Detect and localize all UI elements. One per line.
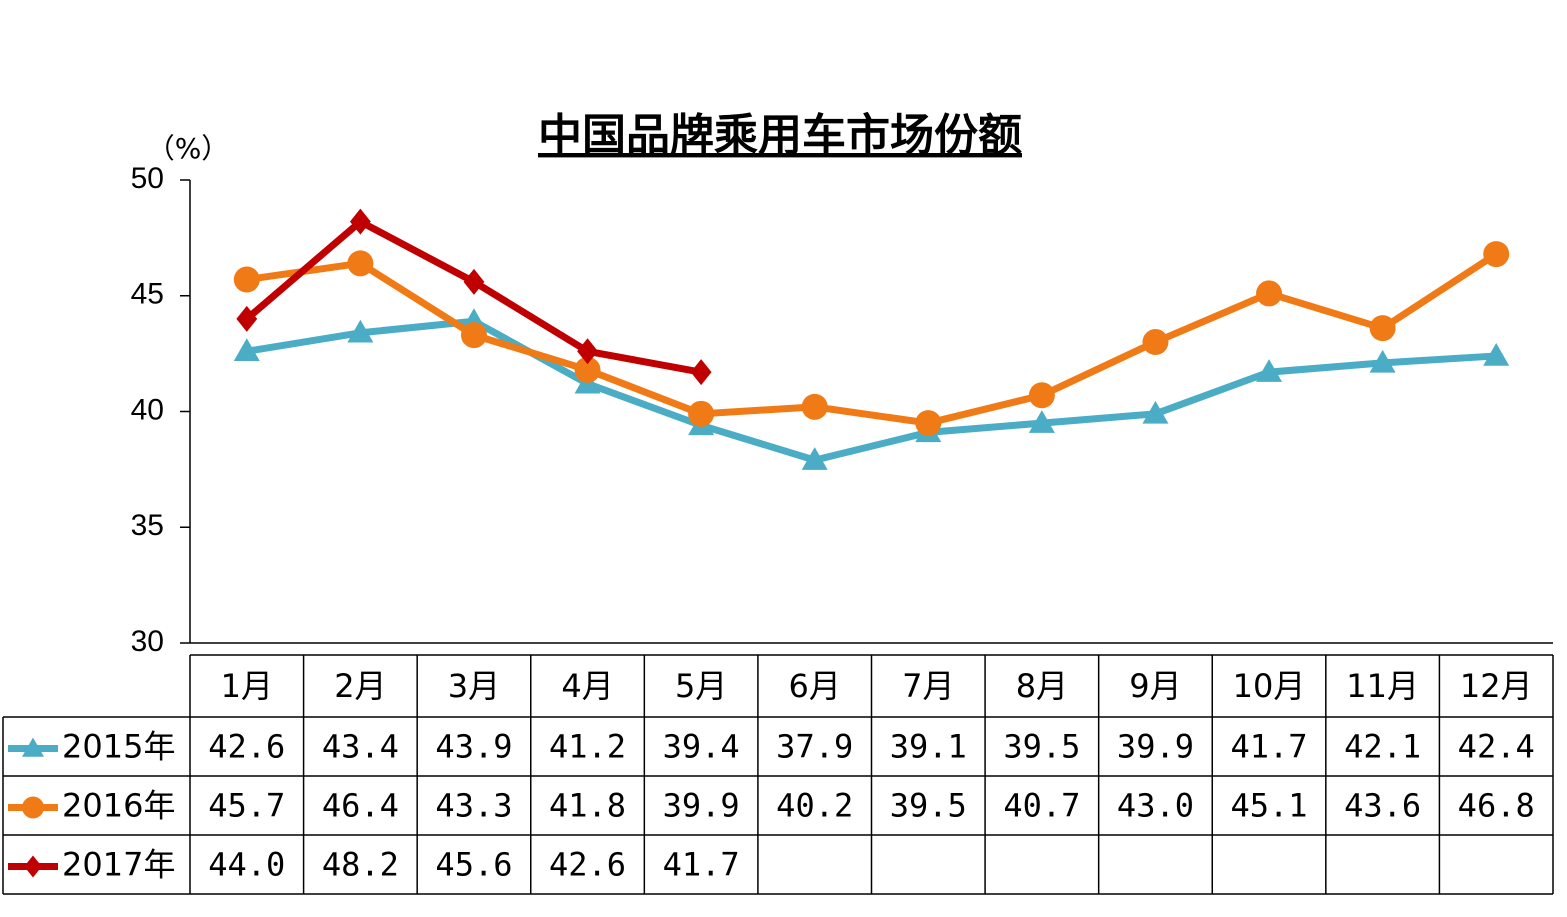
table-cell: 43.4 <box>322 728 399 766</box>
marker <box>801 447 828 470</box>
series-line <box>246 251 1499 427</box>
table-cell: 37.9 <box>776 728 853 766</box>
table-cell: 39.1 <box>890 728 967 766</box>
marker <box>1369 349 1396 373</box>
column-header: 10月 <box>1233 667 1306 705</box>
column-header: 8月 <box>1016 667 1068 705</box>
y-axis-label: （%） <box>147 132 230 165</box>
table-cell: 39.4 <box>663 728 740 766</box>
marker <box>463 268 485 295</box>
marker <box>1142 400 1169 424</box>
table-cell: 45.7 <box>208 787 285 825</box>
column-header: 6月 <box>789 667 841 705</box>
table-cell: 43.0 <box>1117 787 1194 825</box>
table-cell: 39.5 <box>1003 728 1080 766</box>
marker <box>233 338 260 362</box>
marker <box>690 359 712 386</box>
chart-title: 中国品牌乘用车市场份额 <box>538 110 1022 161</box>
marker <box>1483 241 1510 268</box>
table-cell: 41.7 <box>1231 728 1308 766</box>
table-cell: 41.2 <box>549 728 626 766</box>
table-cell: 42.6 <box>549 846 626 884</box>
marker <box>22 737 44 757</box>
column-header: 2月 <box>334 667 386 705</box>
column-header: 9月 <box>1129 667 1181 705</box>
table-cell: 43.3 <box>435 787 512 825</box>
table-cell: 40.2 <box>776 787 853 825</box>
marker <box>801 393 828 420</box>
legend-label: 2016年 <box>62 787 175 825</box>
column-header: 12月 <box>1460 667 1533 705</box>
table-cell: 45.1 <box>1231 787 1308 825</box>
marker <box>233 266 260 293</box>
marker <box>1369 315 1396 342</box>
table-cell: 42.4 <box>1458 728 1535 766</box>
marker <box>236 305 258 332</box>
series-line <box>244 218 702 376</box>
y-tick-label: 50 <box>131 162 164 195</box>
table-cell: 43.9 <box>435 728 512 766</box>
marker <box>1028 410 1055 433</box>
marker <box>349 208 371 235</box>
y-tick-label: 45 <box>131 278 164 311</box>
table-cell: 41.7 <box>663 846 740 884</box>
series-line <box>246 317 1497 464</box>
table-cell: 39.9 <box>1117 728 1194 766</box>
marker <box>1028 382 1055 409</box>
table-cell: 40.7 <box>1003 787 1080 825</box>
marker <box>915 410 942 437</box>
legend-label: 2015年 <box>62 728 175 766</box>
marker <box>22 796 44 819</box>
marker <box>24 855 42 878</box>
y-tick-label: 40 <box>131 393 164 426</box>
legend-label: 2017年 <box>62 846 175 884</box>
marker <box>460 322 487 349</box>
column-header: 4月 <box>561 667 613 705</box>
marker <box>1256 359 1283 382</box>
marker <box>347 319 374 343</box>
table-cell: 39.9 <box>663 787 740 825</box>
table-cell: 45.6 <box>435 846 512 884</box>
table-cell: 43.6 <box>1344 787 1421 825</box>
marker <box>577 338 598 365</box>
column-header: 7月 <box>902 667 954 705</box>
marker <box>1483 342 1510 366</box>
column-header: 1月 <box>221 667 273 705</box>
y-tick-label: 35 <box>131 509 164 542</box>
column-header: 11月 <box>1346 667 1419 705</box>
table-cell: 39.5 <box>890 787 967 825</box>
table-cell: 44.0 <box>208 846 285 884</box>
table-cell: 46.4 <box>322 787 399 825</box>
y-tick-label: 30 <box>131 625 164 658</box>
table-cell: 42.1 <box>1344 728 1421 766</box>
marker <box>688 400 715 427</box>
table-cell: 48.2 <box>322 846 399 884</box>
table-cell: 41.8 <box>549 787 626 825</box>
marker <box>347 250 374 277</box>
column-header: 3月 <box>448 667 500 705</box>
marker <box>1256 280 1283 307</box>
marker <box>1142 329 1169 356</box>
table-cell: 46.8 <box>1458 787 1535 825</box>
table-cell: 42.6 <box>208 728 285 766</box>
column-header: 5月 <box>675 667 727 705</box>
marker <box>574 356 601 383</box>
